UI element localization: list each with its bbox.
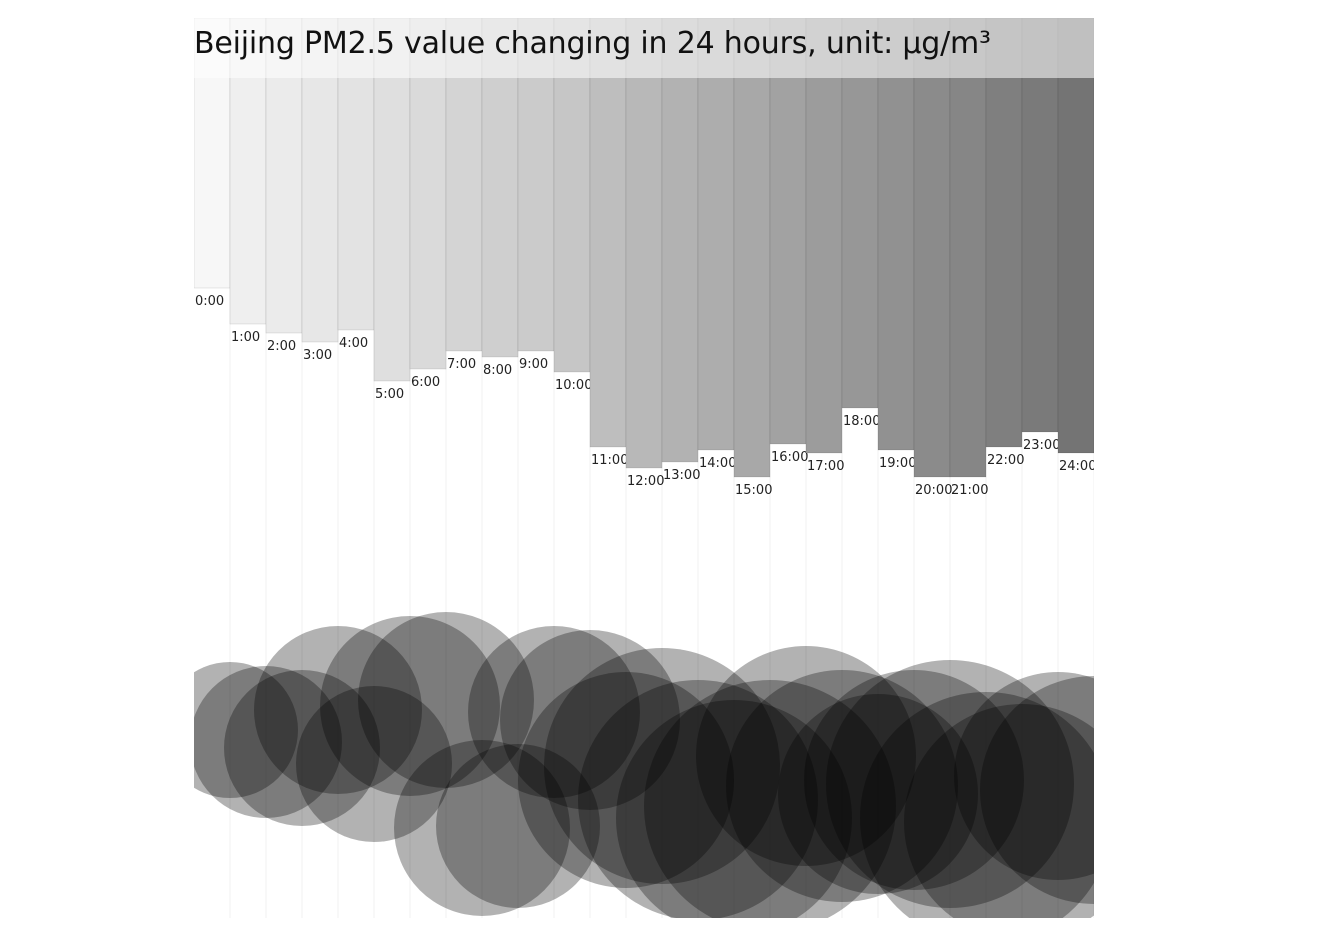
bar-18 — [841, 18, 879, 409]
bubble-8 — [436, 744, 600, 908]
bar-label: 0:00 — [195, 294, 224, 309]
chart-title: Beijing PM2.5 value changing in 24 hours… — [194, 26, 991, 61]
bar-label: 23:00 — [1023, 438, 1060, 453]
bar-label: 22:00 — [987, 453, 1024, 468]
bar-5 — [373, 18, 411, 382]
bar-label: 2:00 — [267, 339, 296, 354]
bubble-2 — [224, 670, 380, 826]
bubble-16 — [696, 646, 916, 866]
bar-13 — [661, 18, 699, 463]
bubble-0 — [194, 662, 298, 798]
bubble-10 — [500, 630, 680, 810]
bubble-7 — [394, 740, 570, 916]
bar-label: 17:00 — [807, 459, 844, 474]
bar-label: 16:00 — [771, 450, 808, 465]
bubble-18 — [778, 694, 978, 894]
bubble-23 — [954, 672, 1094, 880]
bar-label: 24:00 — [1059, 459, 1094, 474]
bar-23 — [1021, 18, 1059, 433]
bubble-15 — [644, 680, 896, 918]
bar-label: 11:00 — [591, 453, 628, 468]
bubble-6 — [358, 612, 534, 788]
bar-label: 7:00 — [447, 357, 476, 372]
bar-15 — [733, 18, 771, 478]
bar-label: 1:00 — [231, 330, 260, 345]
bar-20 — [913, 18, 951, 478]
bar-11 — [589, 18, 627, 448]
bubble-21 — [860, 692, 1094, 918]
bar-label: 13:00 — [663, 468, 700, 483]
bubble-5 — [320, 616, 500, 796]
bubble-17 — [726, 670, 958, 902]
bar-label: 18:00 — [843, 414, 880, 429]
bar-label: 5:00 — [375, 387, 404, 402]
bar-label: 14:00 — [699, 456, 736, 471]
bar-label: 3:00 — [303, 348, 332, 363]
bubble-12 — [544, 648, 780, 884]
bar-label: 6:00 — [411, 375, 440, 390]
bubble-4 — [296, 686, 452, 842]
bar-19 — [877, 18, 915, 451]
bubble-22 — [904, 704, 1094, 918]
bubble-14 — [616, 700, 852, 918]
bubble-3 — [254, 626, 422, 794]
bar-label: 8:00 — [483, 363, 512, 378]
chart-svg: 0:00 1:00 2:00 3:00 4:00 5:00 6:00 7:00 8:00 9:00… — [194, 18, 1094, 918]
bar-label: 20:00 — [915, 483, 952, 498]
bar-17 — [805, 18, 843, 454]
bubble-20 — [826, 660, 1074, 908]
bar-label: 4:00 — [339, 336, 368, 351]
bar-label: 10:00 — [555, 378, 592, 393]
bubble-24 — [980, 676, 1094, 904]
bar-21 — [949, 18, 987, 478]
bubble-19 — [804, 670, 1024, 890]
title-band — [194, 18, 1094, 78]
bar-24 — [1057, 18, 1094, 454]
bubble-1 — [194, 666, 342, 818]
bar-label: 12:00 — [627, 474, 664, 489]
bubble-11 — [518, 672, 734, 888]
bubble-9 — [468, 626, 640, 798]
bar-16 — [769, 18, 807, 445]
bar-label: 15:00 — [735, 483, 772, 498]
bar-22 — [985, 18, 1023, 448]
bar-label: 19:00 — [879, 456, 916, 471]
bar-label: 9:00 — [519, 357, 548, 372]
bar-12 — [625, 18, 663, 469]
chart-area: 0:00 1:00 2:00 3:00 4:00 5:00 6:00 7:00 8:00 9:00… — [194, 18, 1094, 918]
bar-label: 21:00 — [951, 483, 988, 498]
bar-14 — [697, 18, 735, 451]
bubble-13 — [578, 680, 818, 918]
